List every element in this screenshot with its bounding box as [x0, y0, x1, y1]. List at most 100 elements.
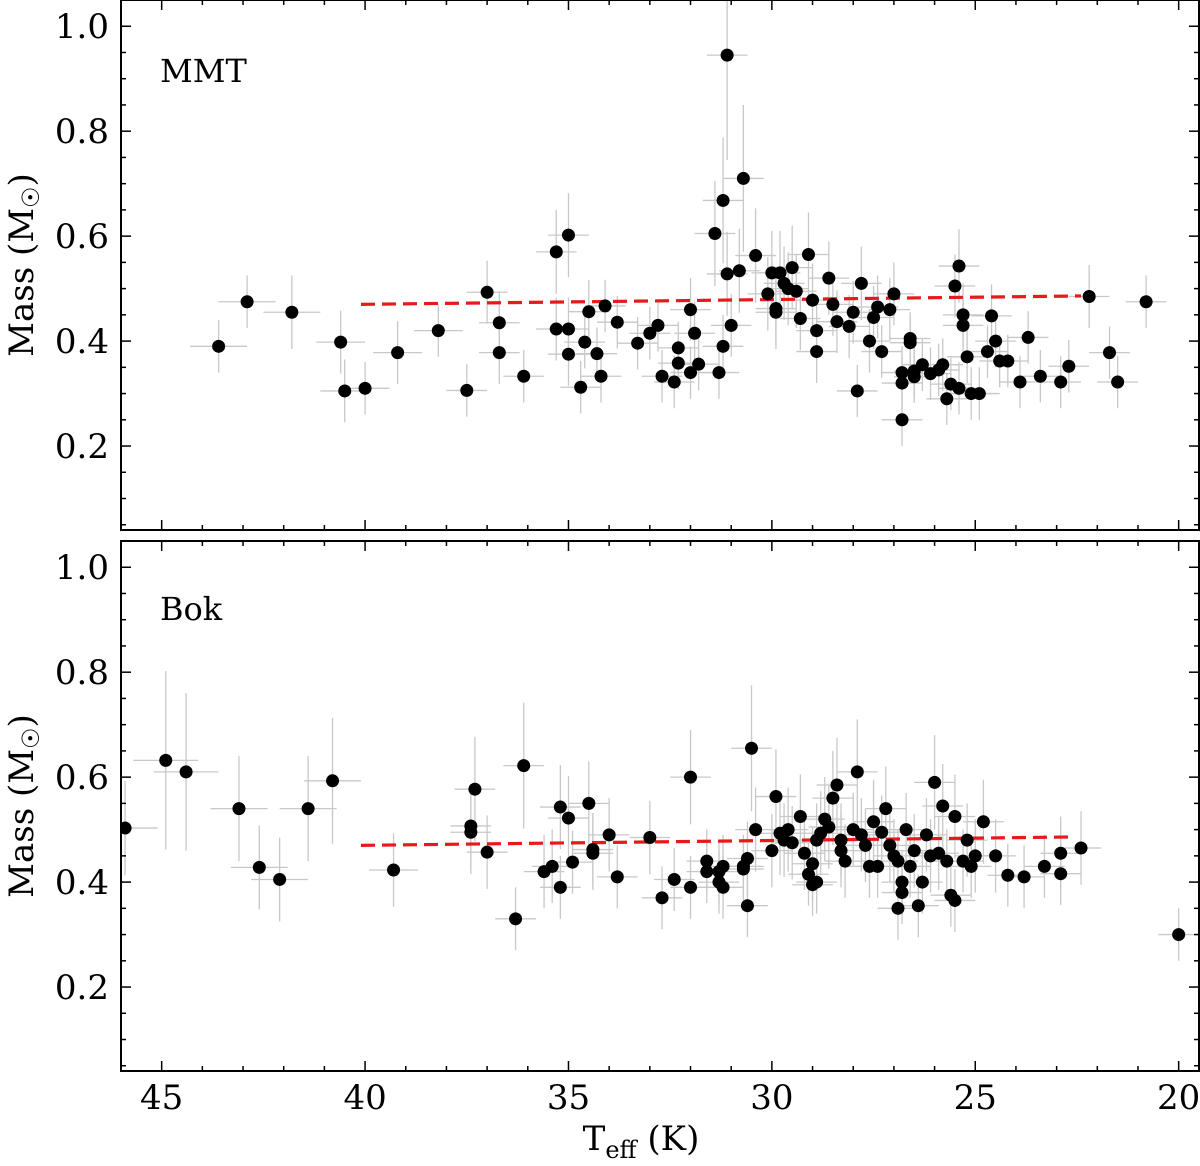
data-point — [749, 249, 763, 263]
data-point — [716, 859, 730, 873]
data-point — [468, 782, 482, 796]
data-point — [854, 828, 868, 842]
data-point — [643, 830, 657, 844]
fit-line-segment — [360, 294, 1082, 306]
data-point — [871, 300, 885, 314]
data-point — [806, 293, 820, 307]
data-point — [602, 828, 616, 842]
data-point — [940, 392, 954, 406]
data-point — [907, 844, 921, 858]
x-axis-label: Teff (K) — [583, 1119, 700, 1164]
data-point — [212, 339, 226, 353]
data-point — [915, 875, 929, 889]
data-point — [708, 227, 722, 241]
data-point — [895, 886, 909, 900]
panel-mmt: 0.2 0.4 0.6 0.8 1.0 MMT Mass (M☉) — [2, 0, 1200, 531]
data-point — [793, 312, 807, 326]
y-tick-label: 0.6 — [55, 217, 109, 257]
fit-line-segment — [360, 835, 1073, 847]
data-point — [582, 796, 596, 810]
data-point — [684, 366, 698, 380]
data-point — [960, 350, 974, 364]
data-point — [179, 765, 193, 779]
data-point — [740, 851, 754, 865]
y-tick-label: 0.6 — [55, 758, 109, 798]
data-point — [667, 375, 681, 389]
data-point — [948, 893, 962, 907]
data-point — [989, 334, 1003, 348]
data-point — [716, 339, 730, 353]
data-point — [928, 775, 942, 789]
data-point — [830, 315, 844, 329]
data-point — [1062, 359, 1076, 373]
x-tick-label: 45 — [140, 1078, 183, 1118]
data-point — [911, 899, 925, 913]
y-tick-label: 0.2 — [55, 968, 109, 1008]
data-point — [1054, 375, 1068, 389]
data-point — [716, 193, 730, 207]
y-axis-label-bok: Mass (M☉) — [2, 714, 45, 898]
data-point — [553, 800, 567, 814]
data-point — [989, 849, 1003, 863]
data-point — [810, 324, 824, 338]
x-tick-labels-bok: 45 40 35 30 25 20 — [140, 1078, 1200, 1118]
data-point — [586, 846, 600, 860]
data-point — [480, 845, 494, 859]
data-point — [720, 48, 734, 62]
data-point — [273, 872, 287, 886]
data-point — [1111, 375, 1125, 389]
panel-label-bok: Bok — [160, 590, 223, 628]
data-point — [700, 854, 714, 868]
data-point — [822, 271, 836, 285]
data-point — [692, 357, 706, 371]
x-tick-label: 30 — [750, 1078, 793, 1118]
data-point — [956, 308, 970, 322]
data-point — [867, 815, 881, 829]
data-point — [976, 815, 990, 829]
data-point — [1054, 846, 1068, 860]
data-point — [655, 891, 669, 905]
data-point — [875, 345, 889, 359]
data-point — [765, 844, 779, 858]
data-point — [684, 880, 698, 894]
data-point — [387, 863, 401, 877]
x-tick-label: 35 — [547, 1078, 590, 1118]
data-point — [460, 383, 474, 397]
data-point — [826, 297, 840, 311]
data-point — [854, 276, 868, 290]
data-point — [549, 245, 563, 259]
data-point — [834, 844, 848, 858]
data-point — [598, 299, 612, 313]
data-point — [643, 326, 657, 340]
data-point — [952, 259, 966, 273]
data-point — [948, 279, 962, 293]
data-point — [688, 326, 702, 340]
panel-bok: 0.2 0.4 0.6 0.8 1.0 45 40 35 30 25 20 Bok Mass (M… — [2, 540, 1200, 1118]
data-point — [1082, 289, 1096, 303]
axes-frame-bok — [120, 540, 1200, 1072]
data-point — [700, 865, 714, 879]
data-point — [1021, 330, 1035, 344]
data-point — [936, 358, 950, 372]
data-point — [948, 809, 962, 823]
y-tick-label: 1.0 — [55, 548, 109, 588]
data-point — [545, 859, 559, 873]
data-point — [358, 381, 372, 395]
data-point — [561, 811, 575, 825]
data-point — [1001, 868, 1015, 882]
data-point — [940, 854, 954, 868]
data-point — [553, 880, 567, 894]
data-point — [492, 316, 506, 330]
data-point — [240, 295, 254, 309]
data-point — [159, 753, 173, 767]
data-point — [480, 285, 494, 299]
data-point — [789, 284, 803, 298]
data-point — [334, 335, 348, 349]
y-axis-label-mmt: Mass (M☉) — [2, 173, 45, 357]
data-point — [740, 899, 754, 913]
y-tick-labels-mmt: 0.2 0.4 0.6 0.8 1.0 — [55, 7, 109, 467]
data-point — [667, 872, 681, 886]
data-point — [1013, 375, 1027, 389]
data-point — [1033, 369, 1047, 383]
data-point — [968, 849, 982, 863]
